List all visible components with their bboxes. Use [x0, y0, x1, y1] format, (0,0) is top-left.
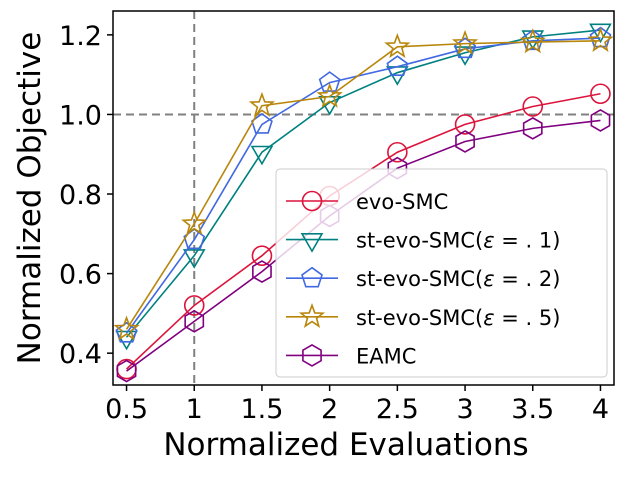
legend-marker [301, 266, 323, 288]
data-point [451, 29, 479, 55]
series-line [125, 40, 601, 330]
legend-label: st-evo-SMC(ε = . 1) [356, 229, 560, 253]
legend-marker [298, 302, 326, 328]
legend-item-2: st-evo-SMC(ε = . 2) [286, 266, 560, 291]
data-point [589, 23, 612, 44]
legend-label: evo-SMC [356, 190, 448, 214]
legend-label: st-evo-SMC(ε = . 2) [356, 267, 560, 291]
data-point [181, 210, 208, 236]
y-tick-label: 0.4 [59, 339, 102, 370]
data-point [454, 114, 476, 135]
data-point [116, 359, 137, 383]
data-point [252, 260, 272, 284]
plot-frame [112, 10, 615, 386]
data-point [182, 249, 206, 269]
data-point [521, 29, 544, 51]
data-point [184, 309, 205, 333]
data-point [590, 108, 611, 132]
series-line [125, 29, 601, 338]
x-tick-label: 1 [186, 394, 203, 425]
x-tick-label: 2 [321, 394, 338, 425]
legend-label: st-evo-SMC(ε = . 5) [356, 306, 560, 330]
data-point [113, 315, 140, 341]
legend-item-0: evo-SMC [286, 190, 448, 214]
legend-marker [302, 343, 322, 367]
legend-box [275, 168, 608, 378]
data-point [587, 27, 614, 53]
x-tick-label: 3 [456, 394, 473, 425]
data-point [384, 33, 411, 58]
legend: evo-SMC st-evo-SMC(ε = . 1) st-evo-SMC(ε =… [275, 168, 608, 378]
data-point [455, 130, 475, 153]
series-3 [113, 27, 614, 341]
x-tick-label: 0.5 [105, 394, 148, 425]
data-point [250, 145, 274, 166]
data-point [248, 91, 276, 117]
data-point [251, 245, 273, 266]
data-point [318, 71, 341, 92]
legend-item-3: st-evo-SMC(ε = . 5) [286, 302, 560, 330]
y-tick-label: 0.8 [59, 180, 102, 211]
x-tick-label: 3.5 [511, 394, 554, 425]
data-point [590, 83, 611, 105]
x-axis-title: Normalized Evaluations [163, 427, 528, 463]
data-point [522, 116, 543, 140]
legend-marker [301, 190, 323, 212]
data-point [183, 295, 205, 316]
data-point [183, 228, 206, 250]
y-axis-title: Normalized Objective [12, 32, 48, 365]
legend-item-4: EAMC [286, 343, 416, 368]
legend-label: EAMC [356, 344, 416, 368]
y-tick-label: 0.6 [59, 260, 102, 291]
y-tick-label: 1.2 [59, 21, 102, 52]
legend-marker [300, 233, 324, 253]
legend-item-1: st-evo-SMC(ε = . 1) [286, 229, 560, 253]
data-point [522, 96, 544, 117]
data-point [453, 46, 477, 66]
x-tick-label: 2.5 [376, 394, 419, 425]
data-point [316, 82, 343, 108]
x-tick-label: 4 [592, 394, 609, 425]
x-tick-label: 1.5 [240, 394, 283, 425]
data-point [387, 141, 408, 163]
data-point [519, 28, 546, 54]
y-tick-label: 1.0 [59, 100, 102, 131]
data-point [115, 330, 138, 351]
data-point [386, 55, 409, 76]
